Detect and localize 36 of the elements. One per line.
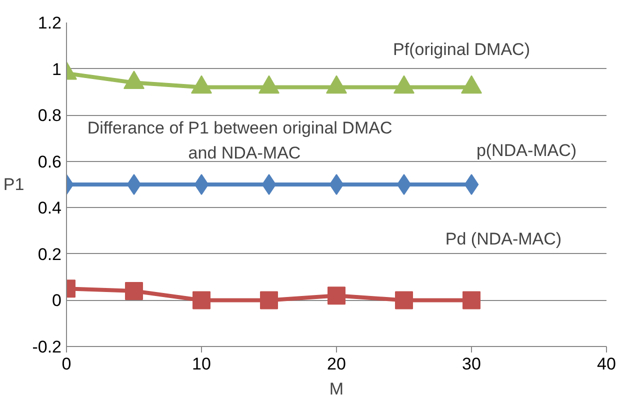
point — [260, 291, 278, 310]
x-tick-label: 30 — [462, 354, 481, 374]
point — [258, 75, 280, 94]
point — [394, 75, 414, 94]
y-tick-label: -0.2 — [32, 338, 62, 356]
y-tick-label: 0.6 — [38, 152, 62, 172]
point — [396, 174, 412, 195]
y-tick-label: 1.2 — [38, 14, 62, 32]
point — [464, 174, 479, 195]
y-tick-label: 0 — [52, 291, 62, 310]
series-label: p(NDA-MAC) — [476, 141, 577, 160]
point — [192, 291, 210, 310]
point — [461, 75, 482, 94]
y-tick-label: 1 — [52, 60, 62, 79]
point — [328, 286, 346, 305]
point — [262, 174, 276, 195]
annotation: Differance of P1 between original DMAC and NDA-MAC — [87, 118, 392, 162]
point — [329, 174, 344, 195]
y-tick-label: 0.4 — [38, 198, 62, 218]
point — [462, 291, 480, 310]
point — [126, 174, 142, 195]
x-tick-label: 10 — [192, 354, 211, 374]
y-tick-label: 0.2 — [38, 244, 62, 264]
point — [124, 70, 144, 89]
series-label: Pf(original DMAC) — [393, 40, 530, 59]
x-axis-title: M — [329, 380, 344, 398]
point — [395, 291, 413, 310]
text: Pd (NDA-MAC) — [445, 230, 562, 249]
point — [125, 282, 143, 300]
x-tick-label: 40 — [597, 354, 616, 374]
point — [191, 75, 212, 94]
point — [194, 174, 209, 195]
x-tick-label: 20 — [327, 354, 346, 374]
y-tick-label: 0.8 — [38, 106, 62, 126]
y-axis-title: P1 — [3, 175, 24, 194]
point — [326, 75, 347, 94]
